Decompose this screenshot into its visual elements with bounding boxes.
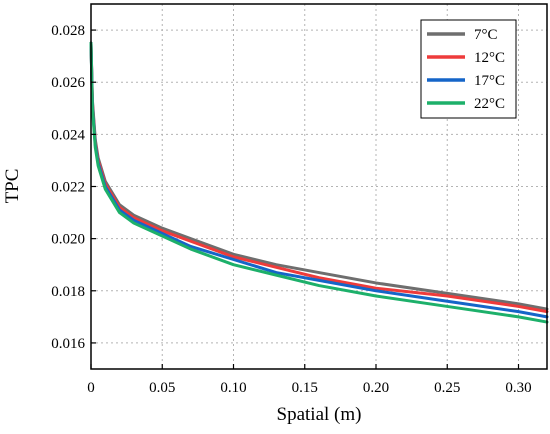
legend-label-17c: 17°C: [474, 73, 505, 89]
legend-label-22c: 22°C: [474, 96, 505, 112]
x-tick-labels: 0 0.05 0.10 0.15 0.20 0.25 0.30: [87, 380, 531, 396]
y-tick-labels: 0.016 0.018 0.020 0.022 0.024 0.026 0.028: [51, 23, 85, 352]
x-tick-label: 0.10: [220, 380, 246, 396]
y-axis-title: TPC: [2, 169, 23, 204]
y-tick-label: 0.020: [51, 232, 85, 248]
y-tick-label: 0.024: [51, 127, 85, 143]
legend-label-12c: 12°C: [474, 50, 505, 66]
y-tick-label: 0.022: [51, 180, 85, 196]
grid-lines: [91, 4, 547, 369]
chart-legend: 7°C 12°C 17°C 22°C: [420, 19, 517, 119]
y-tick-label: 0.026: [51, 75, 85, 91]
x-tick-label: 0.20: [363, 380, 389, 396]
x-tick-label: 0.30: [505, 380, 531, 396]
x-tick-label: 0.25: [434, 380, 460, 396]
axis-ticks: [90, 29, 520, 369]
series-line-3: [89, 41, 549, 324]
x-tick-label: 0.15: [292, 380, 318, 396]
x-tick-label: 0: [87, 380, 95, 396]
y-tick-label: 0.018: [51, 284, 85, 300]
y-tick-label: 0.028: [51, 23, 85, 39]
x-tick-label: 0.05: [149, 380, 175, 396]
series-lines: [89, 41, 549, 324]
x-axis-title: Spatial (m): [277, 404, 362, 425]
legend-label-7c: 7°C: [474, 27, 498, 43]
y-tick-label: 0.016: [51, 336, 85, 352]
